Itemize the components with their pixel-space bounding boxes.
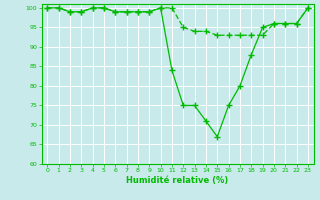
X-axis label: Humidité relative (%): Humidité relative (%) [126,176,229,185]
